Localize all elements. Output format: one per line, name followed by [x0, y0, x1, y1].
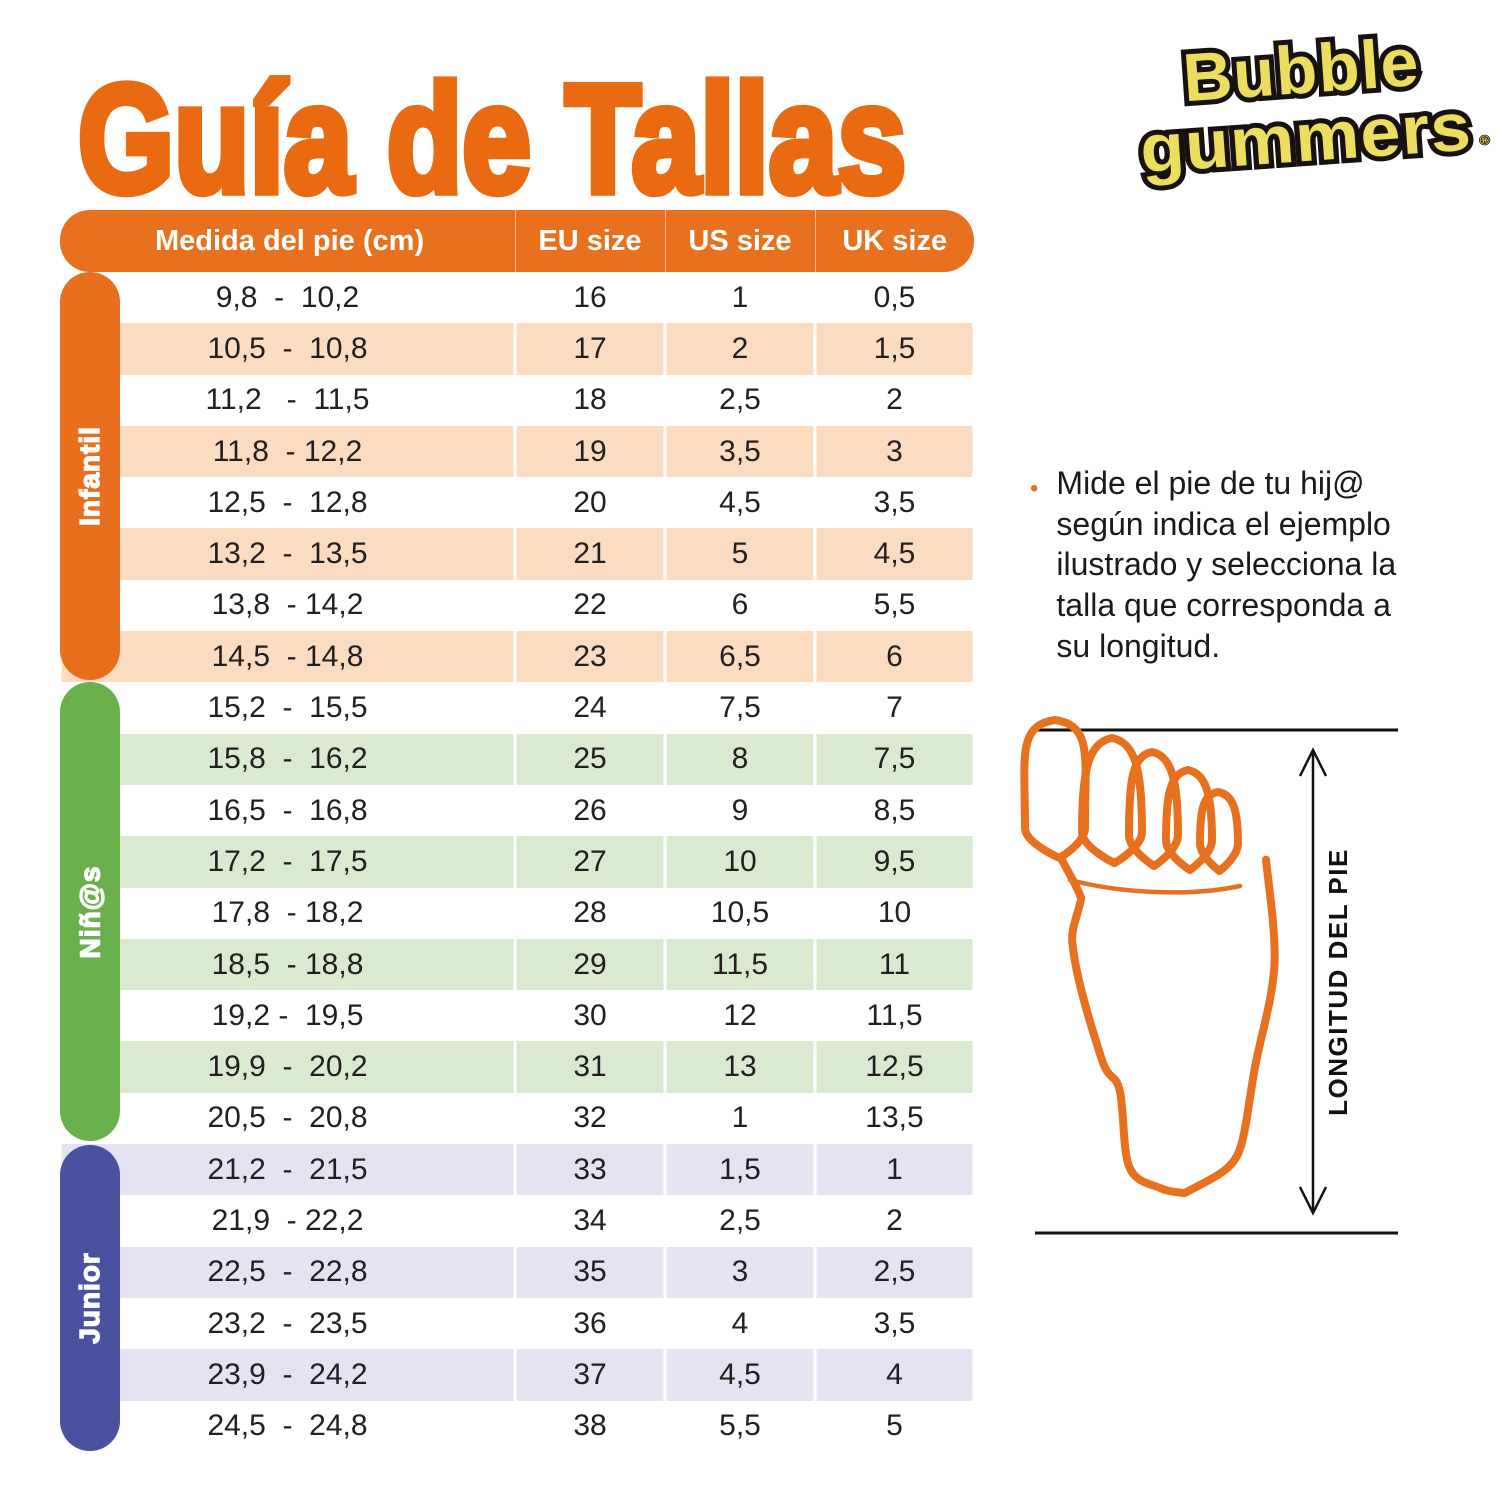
svg-text:LONGITUD DEL PIE: LONGITUD DEL PIE: [1323, 848, 1353, 1116]
